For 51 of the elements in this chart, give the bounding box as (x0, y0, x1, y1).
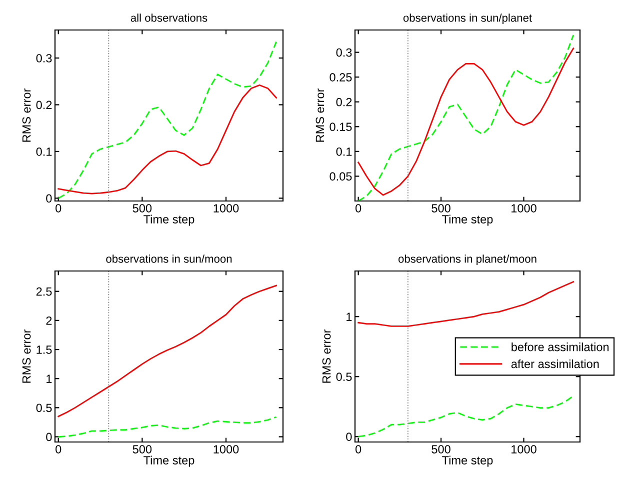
x-tick-label: 0 (56, 445, 62, 454)
x-tick-label: 1000 (214, 204, 239, 212)
x-tick-label: 0 (355, 204, 362, 212)
y-tick-label: 0.5 (336, 372, 352, 381)
line-series (358, 281, 574, 327)
y-tick-label: 0.25 (330, 73, 352, 82)
y-tick-label: 0.05 (330, 172, 352, 181)
y-tick-label: 0.15 (330, 122, 352, 132)
line-series (58, 284, 277, 418)
x-tick-label: 500 (432, 445, 450, 454)
y-tick-label: 1 (346, 312, 352, 321)
y-axis-title: RMS error (316, 88, 324, 142)
line-series (58, 40, 277, 199)
x-axis-title: Time step (144, 456, 194, 467)
legend-label: before assimilation (512, 342, 609, 352)
y-tick-label: 0.5 (36, 404, 52, 412)
y-axis-title: RMS error (22, 329, 31, 383)
y-tick-label: 0.2 (36, 100, 52, 110)
x-axis-title: Time step (442, 214, 493, 226)
y-tick-label: 0 (46, 194, 52, 203)
y-axis-title: RMS error (22, 88, 31, 142)
legend-label: after assimilation (511, 359, 599, 368)
y-tick-label: 0.2 (336, 98, 352, 106)
chart-title: all observations (130, 14, 208, 22)
line-series (58, 84, 277, 194)
x-axis-title: Time step (144, 214, 194, 226)
x-tick-label: 500 (432, 204, 450, 212)
x-axis-title: Time step (442, 456, 493, 467)
line-series (358, 395, 574, 438)
y-tick-label: 0.1 (336, 147, 352, 156)
x-tick-label: 1000 (214, 445, 239, 454)
chart-title: observations in sun/moon (106, 254, 232, 263)
x-tick-label: 500 (132, 204, 152, 212)
x-tick-label: 500 (132, 445, 152, 454)
y-tick-label: 0.3 (36, 54, 52, 62)
y-tick-label: 0 (46, 432, 52, 442)
y-tick-label: 0.1 (36, 148, 52, 156)
x-tick-label: 1000 (512, 445, 536, 454)
chart-title: observations in sun/planet (403, 14, 532, 24)
y-tick-label: 0 (346, 432, 352, 441)
y-tick-label: 2.5 (36, 287, 52, 296)
y-tick-label: 1.5 (36, 346, 52, 354)
x-tick-label: 0 (355, 445, 362, 454)
chart-title: observations in planet/moon (398, 254, 536, 265)
x-tick-label: 0 (56, 204, 62, 212)
y-tick-label: 0.3 (336, 48, 352, 57)
y-tick-label: 2 (46, 316, 52, 325)
y-tick-label: 1 (46, 374, 52, 383)
line-series (58, 416, 277, 438)
y-axis-title: RMS error (322, 329, 331, 383)
x-tick-label: 1000 (512, 204, 536, 212)
